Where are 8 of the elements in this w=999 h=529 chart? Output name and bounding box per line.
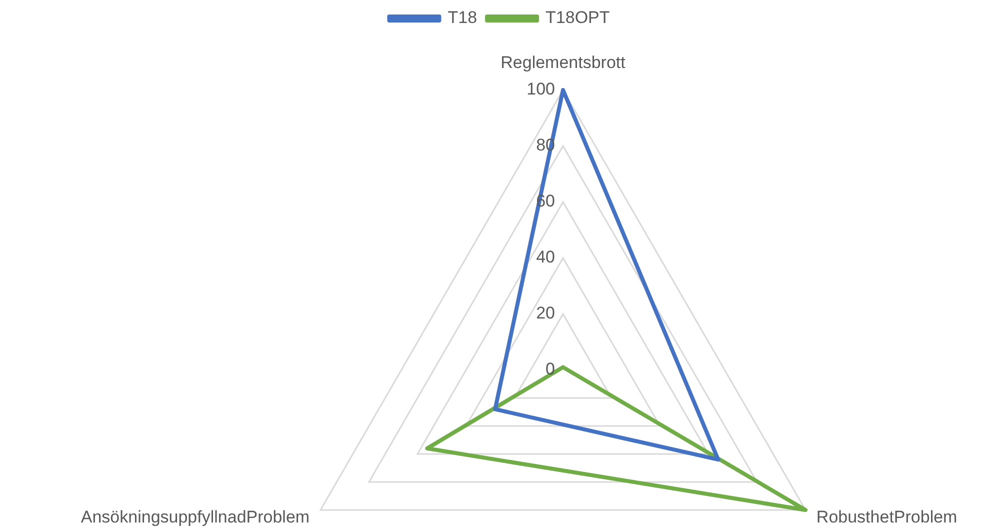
y-tick-label: 100 — [526, 80, 555, 99]
legend-label: T18OPT — [546, 8, 610, 28]
y-tick-label: 20 — [536, 304, 555, 323]
spoke-label: Reglementsbrott — [500, 53, 626, 72]
y-tick-label: 40 — [536, 248, 555, 267]
spoke-label: AnsökningsuppfyllnadProblem — [80, 508, 310, 527]
spoke-label: RobusthetProblem — [816, 508, 958, 527]
legend-label: T18 — [448, 8, 478, 28]
